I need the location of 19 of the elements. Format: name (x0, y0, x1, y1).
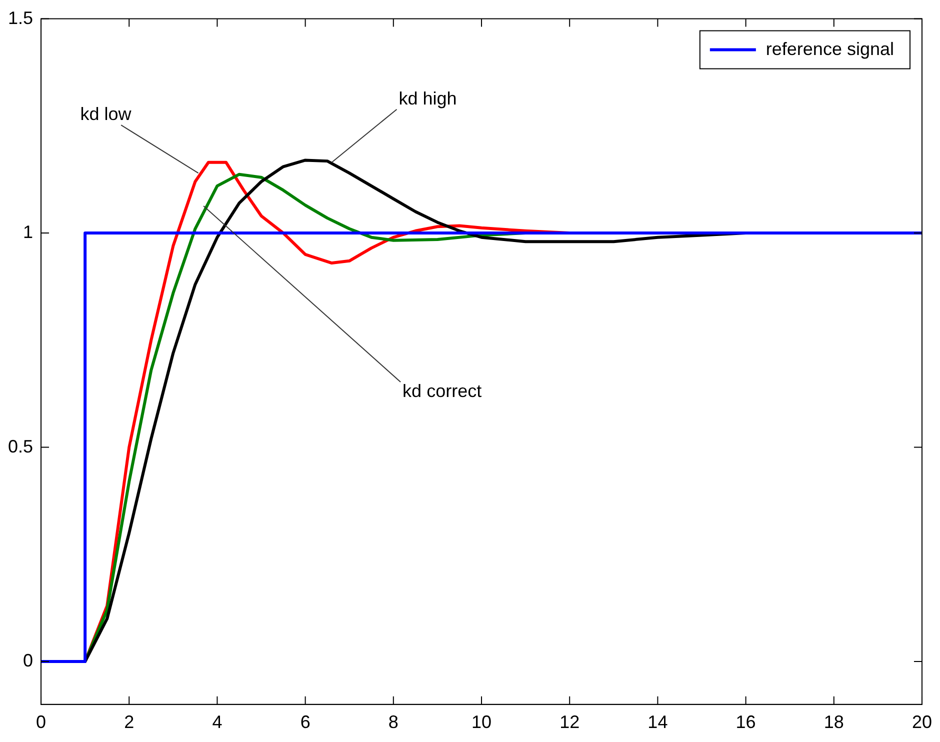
x-tick-label: 12 (560, 712, 580, 732)
x-tick-label: 0 (36, 712, 46, 732)
annotation: kd high (398, 88, 457, 108)
x-tick-label: 16 (736, 712, 756, 732)
x-tick-label: 4 (212, 712, 222, 732)
y-tick-label: 0.5 (8, 436, 34, 456)
x-tick-label: 8 (388, 712, 398, 732)
x-tick-label: 20 (912, 712, 932, 732)
y-tick-label: 0 (23, 650, 34, 671)
annotation: kd low (80, 104, 132, 124)
x-tick-label: 18 (824, 712, 844, 732)
x-tick-label: 14 (648, 712, 668, 732)
legend-label: reference signal (766, 38, 894, 59)
y-tick-label: 1 (23, 222, 34, 242)
x-tick-label: 6 (300, 712, 310, 732)
x-tick-label: 2 (124, 712, 134, 732)
annotation: kd correct (402, 381, 482, 402)
y-tick-label: 1.5 (8, 8, 34, 28)
x-tick-label: 10 (471, 712, 492, 732)
